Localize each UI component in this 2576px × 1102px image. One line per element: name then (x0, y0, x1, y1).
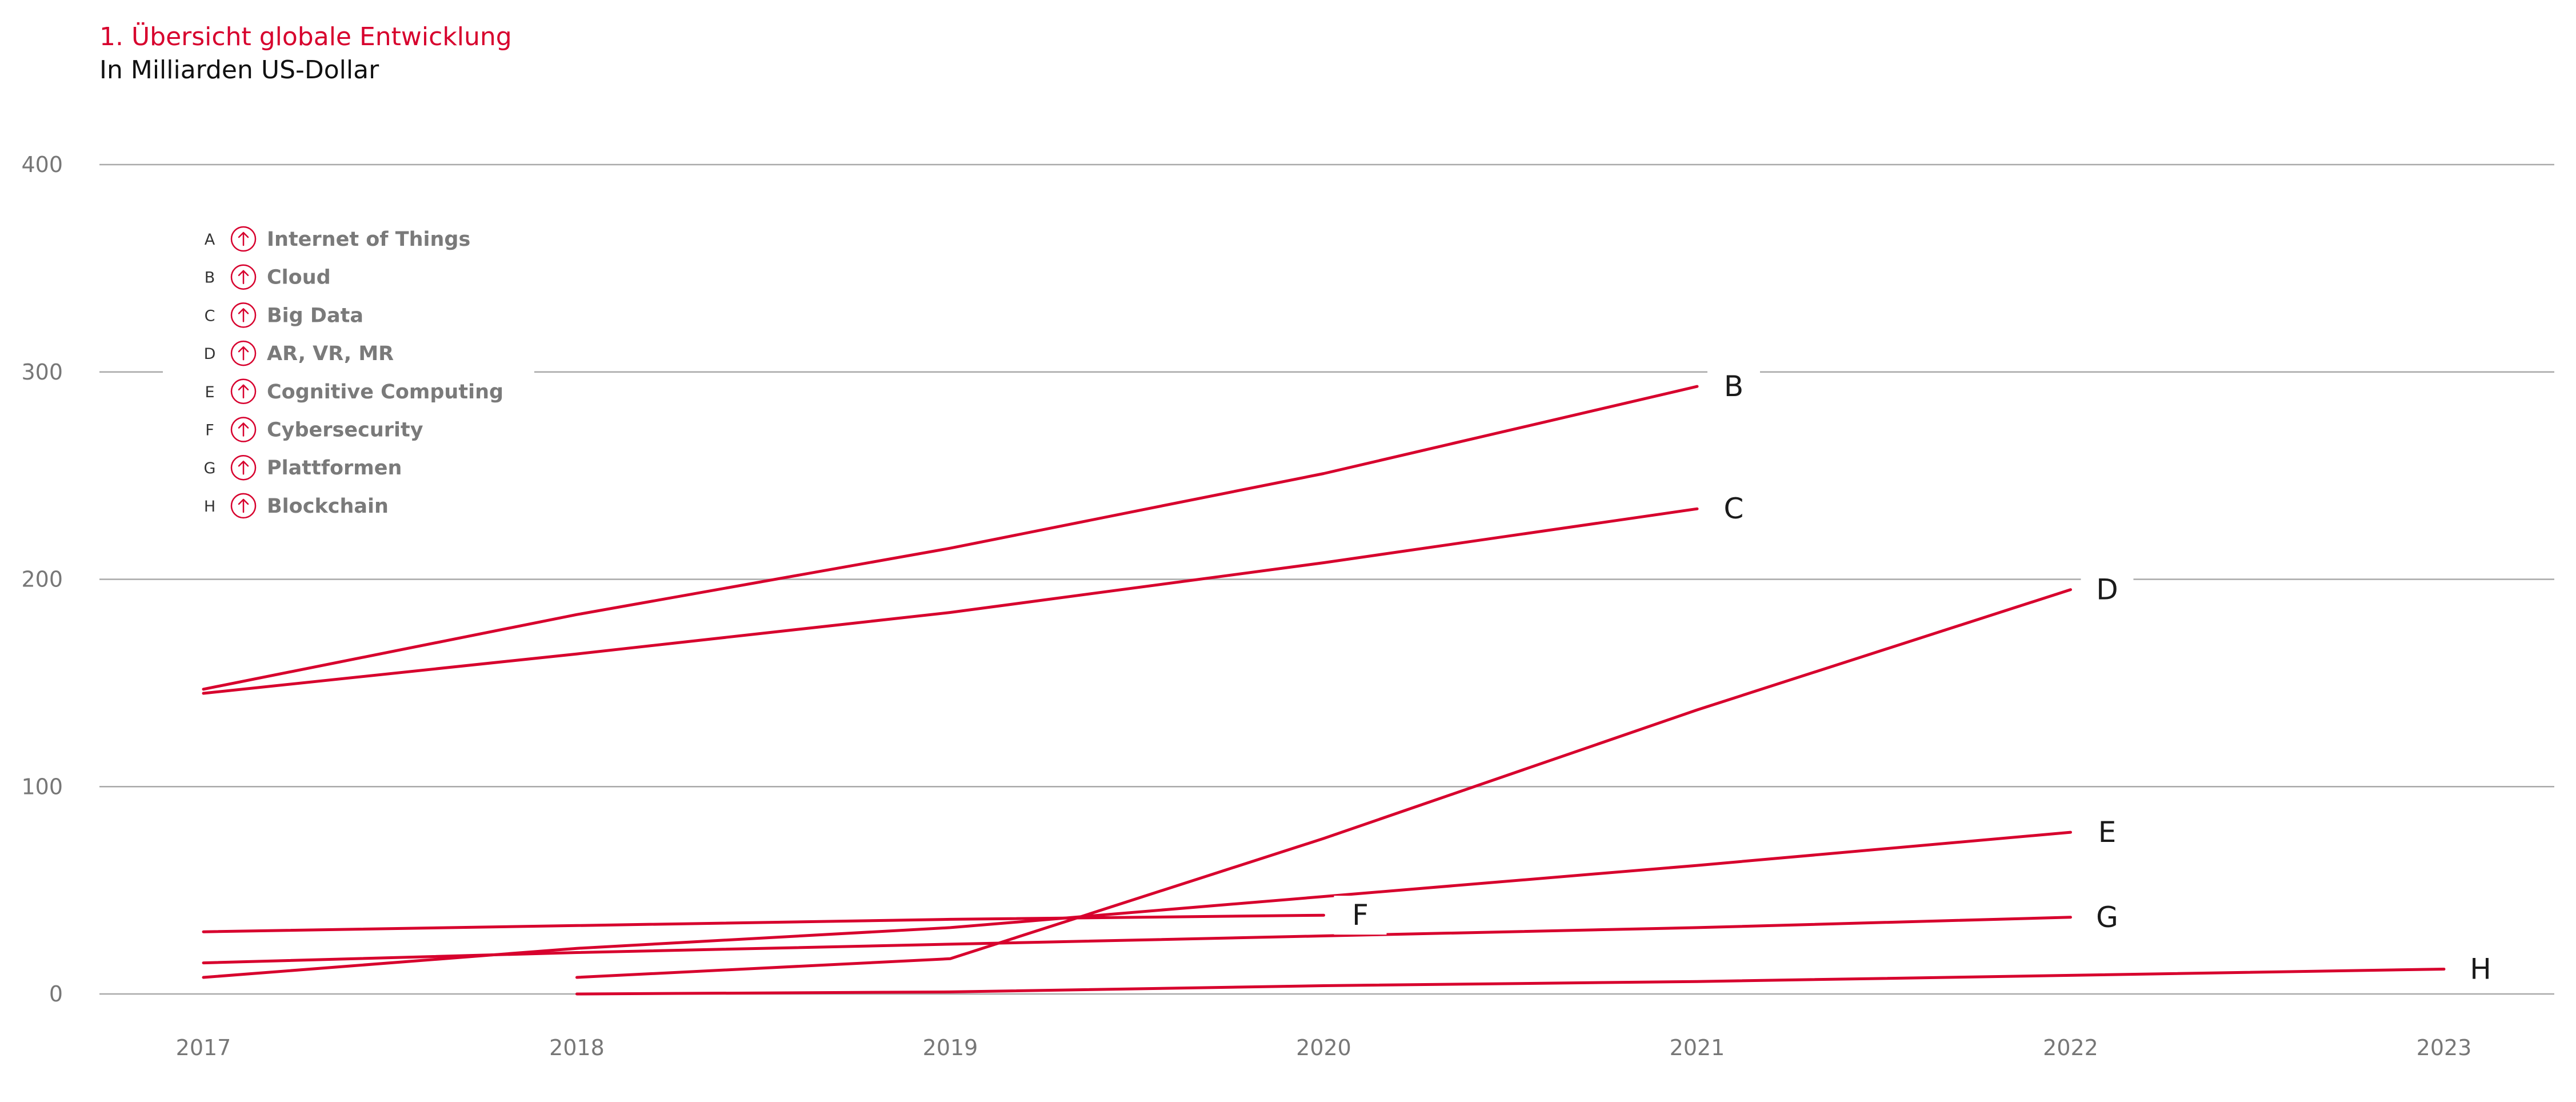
chart-title: 1. Übersicht globale Entwicklung (99, 22, 512, 51)
series-line-h (575, 968, 2446, 996)
end-label-c: C (1724, 492, 1744, 525)
legend-letter: A (205, 231, 215, 249)
end-label-d: D (2096, 573, 2118, 606)
chart-header: 1. Übersicht globale Entwicklung In Mill… (99, 21, 512, 87)
y-tick-label: 300 (21, 360, 63, 385)
series-end-labels: B C D E F G H (1334, 367, 2507, 989)
legend-background (163, 217, 534, 526)
y-axis: 0 100 200 300 400 (21, 152, 63, 1007)
x-axis: 2017 2018 2019 2020 2021 2022 2023 (176, 1035, 2472, 1060)
y-tick-label: 0 (49, 981, 63, 1007)
end-label-b: B (1724, 370, 1743, 403)
y-tick-label: 100 (21, 774, 63, 799)
legend-letter: E (205, 384, 214, 401)
end-label-background (2081, 897, 2134, 937)
series-line-f (202, 913, 1325, 933)
end-label-e: E (2098, 816, 2117, 849)
x-tick-label: 2017 (176, 1035, 231, 1060)
series-line-g (202, 916, 2072, 965)
series-line-c (202, 507, 1699, 695)
y-tick-label: 200 (21, 567, 63, 592)
legend: A Internet of Things B Cloud C Big Data D AR, V… (163, 217, 534, 526)
series-line-d (575, 588, 2072, 979)
legend-item-f: F Cybersecurity (205, 417, 423, 442)
end-label-background (1707, 367, 1760, 406)
end-label-background (1707, 489, 1760, 529)
legend-label: Cognitive Computing (267, 381, 503, 404)
legend-item-c: C Big Data (205, 302, 363, 328)
legend-item-a: A Internet of Things (205, 226, 470, 252)
end-label-h: H (2470, 952, 2491, 985)
legend-item-g: G Plattformen (204, 454, 402, 481)
legend-letter: D (204, 345, 216, 363)
legend-letter: F (205, 422, 214, 440)
legend-label: Internet of Things (267, 228, 470, 251)
arrow-up-circle-icon (230, 340, 257, 366)
legend-letter: G (204, 460, 216, 477)
legend-item-d: D AR, VR, MR (204, 340, 394, 366)
arrow-up-circle-icon (230, 417, 257, 442)
legend-label: Blockchain (267, 495, 389, 518)
chart-subtitle: In Milliarden US-Dollar (99, 55, 379, 85)
end-label-background (1334, 896, 1387, 935)
x-tick-label: 2021 (1670, 1035, 1725, 1060)
legend-letter: H (204, 498, 215, 516)
series-line-b (202, 385, 1699, 691)
end-label-background (2081, 570, 2134, 609)
x-tick-label: 2018 (549, 1035, 605, 1060)
x-tick-label: 2020 (1296, 1035, 1351, 1060)
x-tick-label: 2019 (923, 1035, 978, 1060)
end-label-background (2454, 949, 2507, 989)
legend-label: Cloud (267, 266, 331, 289)
x-tick-label: 2022 (2043, 1035, 2098, 1060)
legend-label: Plattformen (267, 457, 402, 480)
arrow-up-circle-icon (230, 264, 257, 290)
end-label-background (2081, 813, 2134, 852)
legend-label: Cybersecurity (267, 419, 423, 442)
legend-letter: B (205, 269, 215, 287)
series-lines (202, 385, 2446, 996)
arrow-up-circle-icon (230, 493, 257, 519)
end-label-g: G (2096, 901, 2118, 934)
arrow-up-circle-icon (230, 302, 257, 328)
legend-item-h: H Blockchain (204, 493, 389, 519)
legend-label: AR, VR, MR (267, 342, 394, 365)
end-label-f: F (1352, 899, 1369, 932)
legend-item-e: E Cognitive Computing (205, 378, 503, 405)
legend-item-b: B Cloud (205, 264, 331, 290)
legend-label: Big Data (267, 304, 363, 327)
arrow-up-circle-icon (230, 226, 257, 252)
legend-letter: C (205, 307, 215, 325)
arrow-up-circle-icon (230, 454, 257, 481)
arrow-up-circle-icon (230, 378, 257, 405)
y-tick-label: 400 (21, 152, 63, 177)
x-tick-label: 2023 (2417, 1035, 2472, 1060)
